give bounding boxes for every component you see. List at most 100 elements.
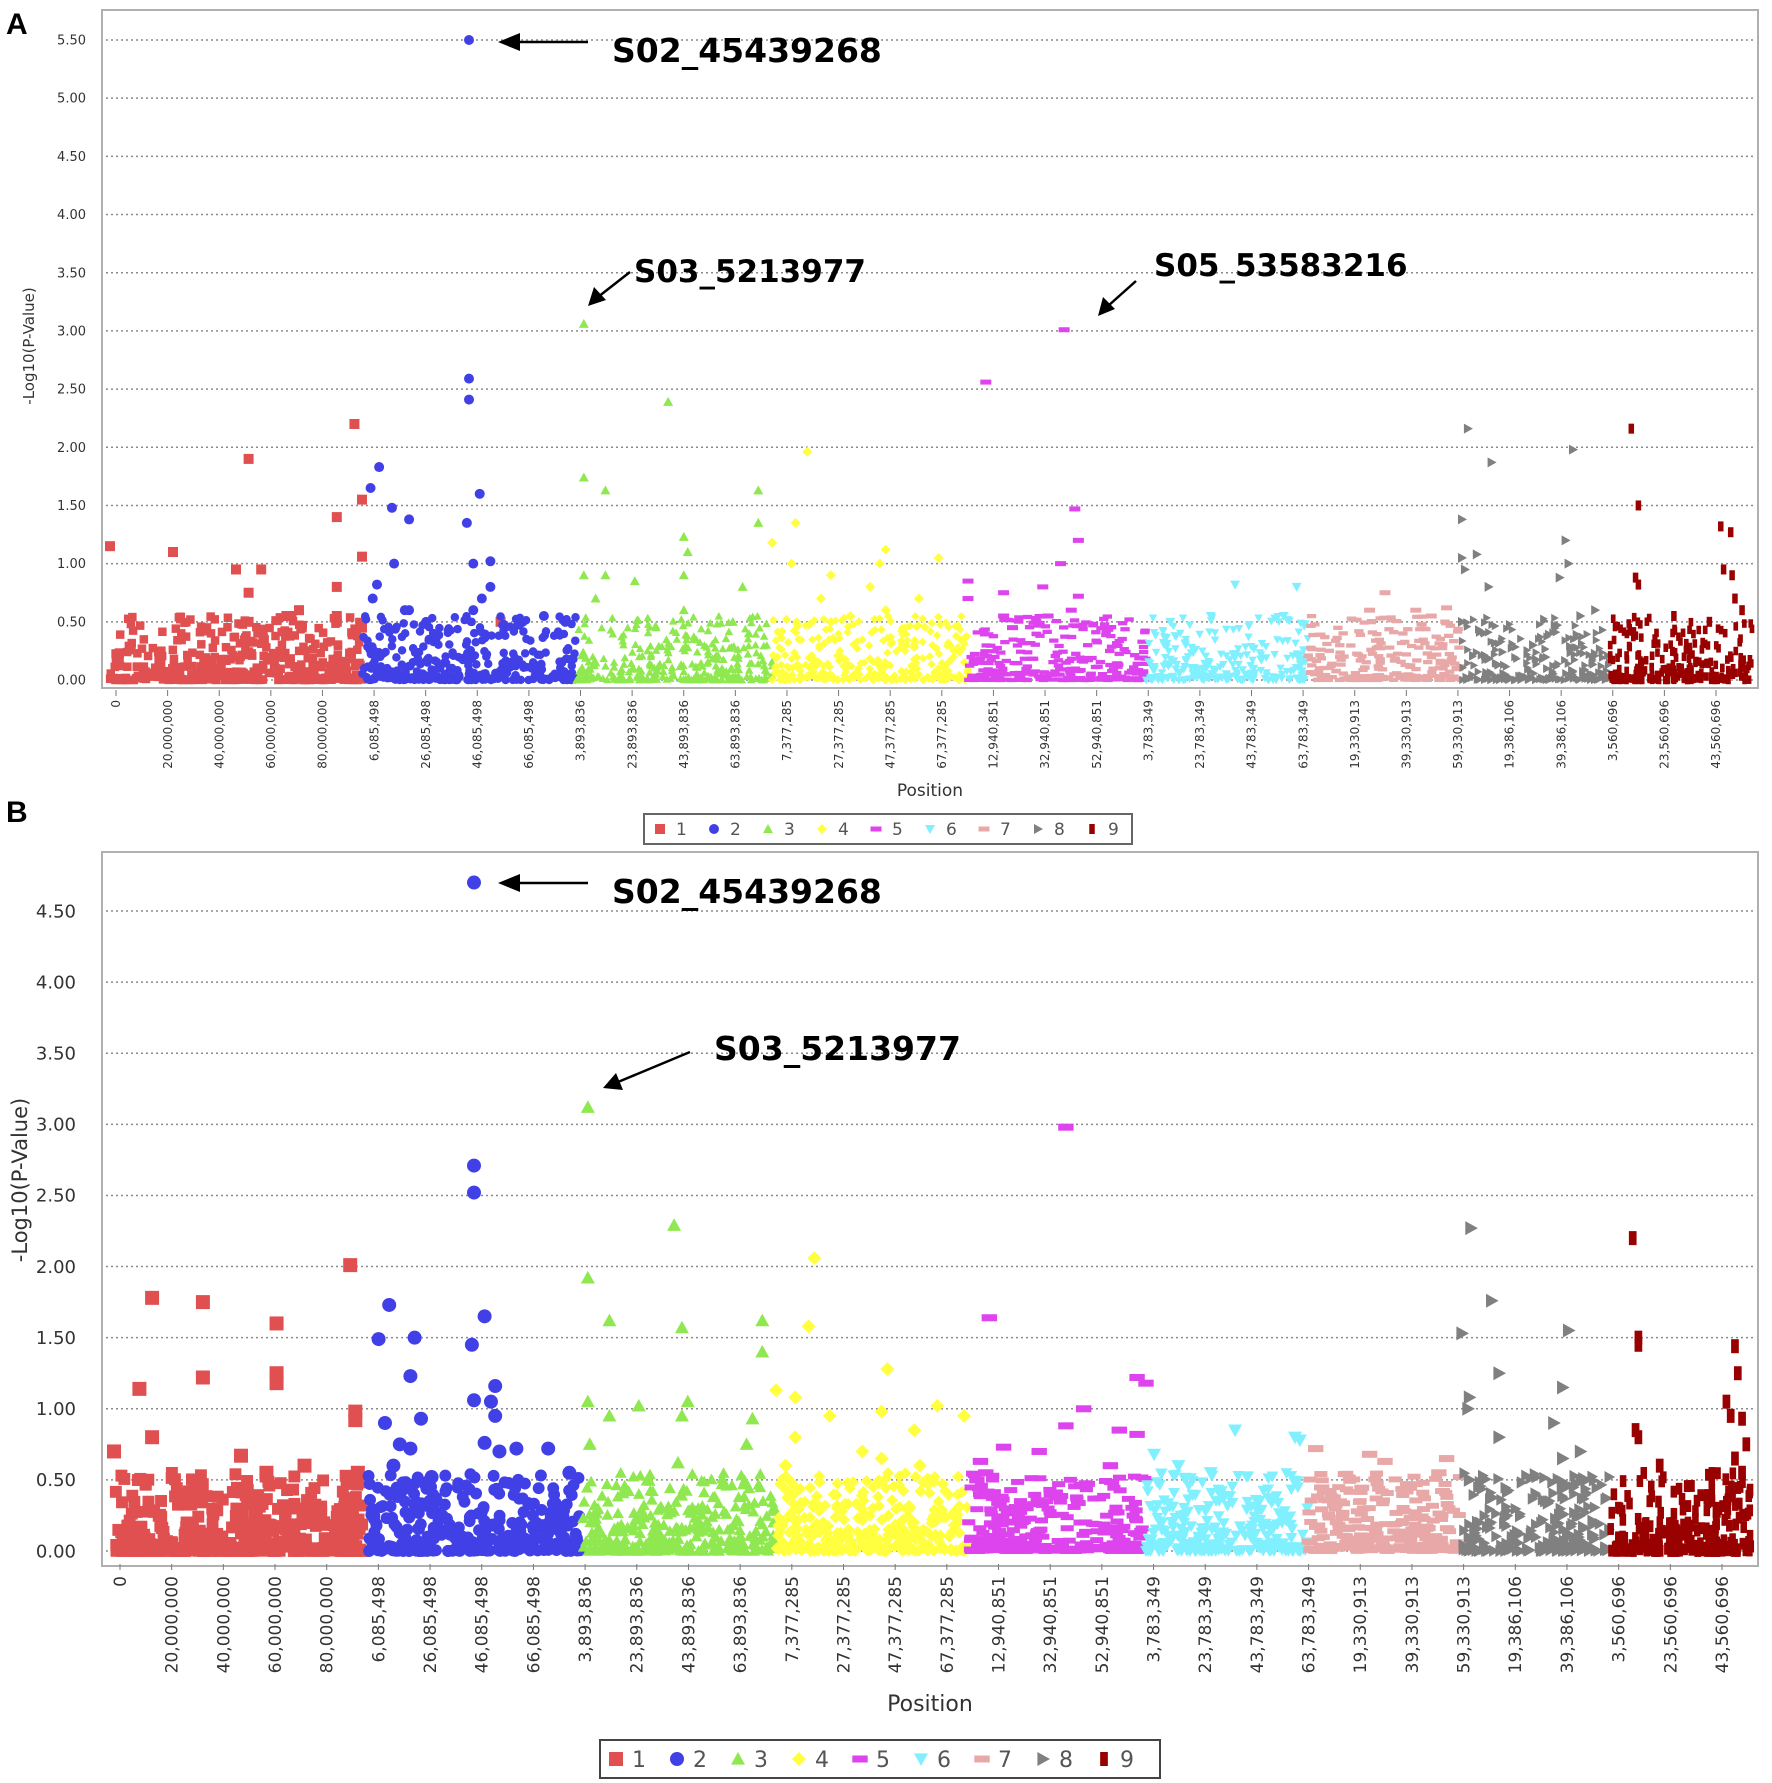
data-point: [1030, 1528, 1044, 1535]
data-point: [464, 35, 474, 45]
data-point: [126, 619, 136, 629]
data-point: [1161, 1540, 1173, 1552]
data-point: [1002, 677, 1012, 682]
data-point: [241, 1475, 254, 1487]
data-point: [517, 616, 528, 627]
data-point: [1637, 620, 1643, 629]
data-point: [1101, 630, 1111, 635]
data-point: [252, 665, 261, 674]
data-point: [603, 1534, 616, 1546]
data-point: [625, 674, 635, 682]
data-point: [128, 1524, 141, 1537]
data-point: [1098, 676, 1108, 681]
data-point: [827, 1488, 840, 1501]
data-point: [1691, 629, 1696, 639]
data-point: [231, 564, 241, 575]
data-point: [1633, 669, 1639, 679]
data-point: [286, 671, 295, 681]
data-point: [615, 1518, 628, 1530]
data-point: [770, 668, 780, 677]
data-point: [1418, 674, 1428, 679]
data-point: [1463, 622, 1472, 631]
data-point: [226, 1521, 238, 1534]
data-point: [371, 1332, 386, 1347]
data-point: [1276, 664, 1285, 673]
data-point: [988, 1544, 1002, 1551]
data-point: [1244, 622, 1254, 631]
data-point: [350, 624, 359, 633]
x-tick-label: 3,560,696: [1610, 1576, 1630, 1663]
data-point: [888, 675, 898, 684]
data-point: [717, 675, 726, 684]
data-point: [972, 1485, 986, 1492]
data-point: [960, 1501, 973, 1514]
y-tick-label: 3.50: [57, 266, 86, 281]
data-point: [499, 648, 509, 658]
data-point: [1458, 552, 1467, 563]
chromosome-7-points: [1303, 590, 1467, 683]
data-point: [1434, 675, 1445, 680]
data-point: [1666, 663, 1672, 672]
data-point: [1311, 658, 1322, 663]
data-point: [467, 1393, 481, 1408]
data-point: [279, 653, 288, 662]
data-point: [121, 673, 131, 683]
data-point: [262, 643, 271, 652]
data-point: [1121, 649, 1131, 655]
data-point: [567, 661, 577, 671]
data-point: [686, 1468, 699, 1479]
data-point: [1045, 1547, 1059, 1554]
data-point: [903, 636, 912, 645]
data-point: [634, 652, 644, 661]
data-point: [1592, 635, 1601, 645]
data-point: [563, 644, 573, 653]
data-point: [1014, 674, 1024, 679]
data-point: [1110, 1518, 1124, 1525]
data-point: [375, 666, 385, 675]
data-point: [158, 627, 167, 637]
data-point: [1031, 1447, 1047, 1455]
data-point: [996, 1496, 1010, 1503]
data-point: [1151, 1540, 1164, 1551]
data-point: [777, 667, 787, 677]
data-point: [263, 1479, 276, 1492]
data-point: [783, 1526, 796, 1539]
data-point: [854, 617, 864, 626]
data-point: [1060, 634, 1070, 639]
data-point: [1133, 1545, 1147, 1552]
data-point: [243, 587, 254, 598]
data-point: [1230, 580, 1241, 590]
data-point: [369, 650, 378, 660]
data-point: [236, 1510, 249, 1522]
data-point: [1443, 621, 1454, 626]
data-point: [388, 635, 397, 644]
data-point: [1276, 1514, 1289, 1526]
data-point: [984, 1506, 998, 1513]
data-point: [928, 640, 937, 650]
data-point: [1042, 629, 1052, 634]
x-tick-label: 43,893,836: [677, 700, 691, 769]
data-point: [1122, 677, 1132, 683]
data-point: [1696, 657, 1702, 666]
data-point: [1284, 1511, 1297, 1523]
data-point: [636, 1518, 649, 1529]
data-point: [973, 1543, 987, 1550]
data-point: [1373, 664, 1383, 669]
x-tick-label: 43,783,349: [1245, 700, 1259, 769]
data-point: [787, 654, 797, 664]
data-point: [1721, 675, 1727, 684]
data-point: [820, 1532, 833, 1545]
data-point: [435, 623, 444, 633]
data-point: [962, 1519, 976, 1526]
data-point: [1195, 670, 1204, 679]
data-point: [1410, 607, 1422, 613]
data-point: [574, 625, 584, 634]
data-point: [231, 669, 241, 678]
data-point: [1338, 671, 1349, 676]
data-point: [932, 667, 942, 676]
data-point: [238, 620, 248, 629]
data-point: [928, 1504, 941, 1516]
data-point: [169, 1490, 181, 1503]
data-point: [201, 1536, 214, 1549]
data-point: [132, 662, 142, 671]
